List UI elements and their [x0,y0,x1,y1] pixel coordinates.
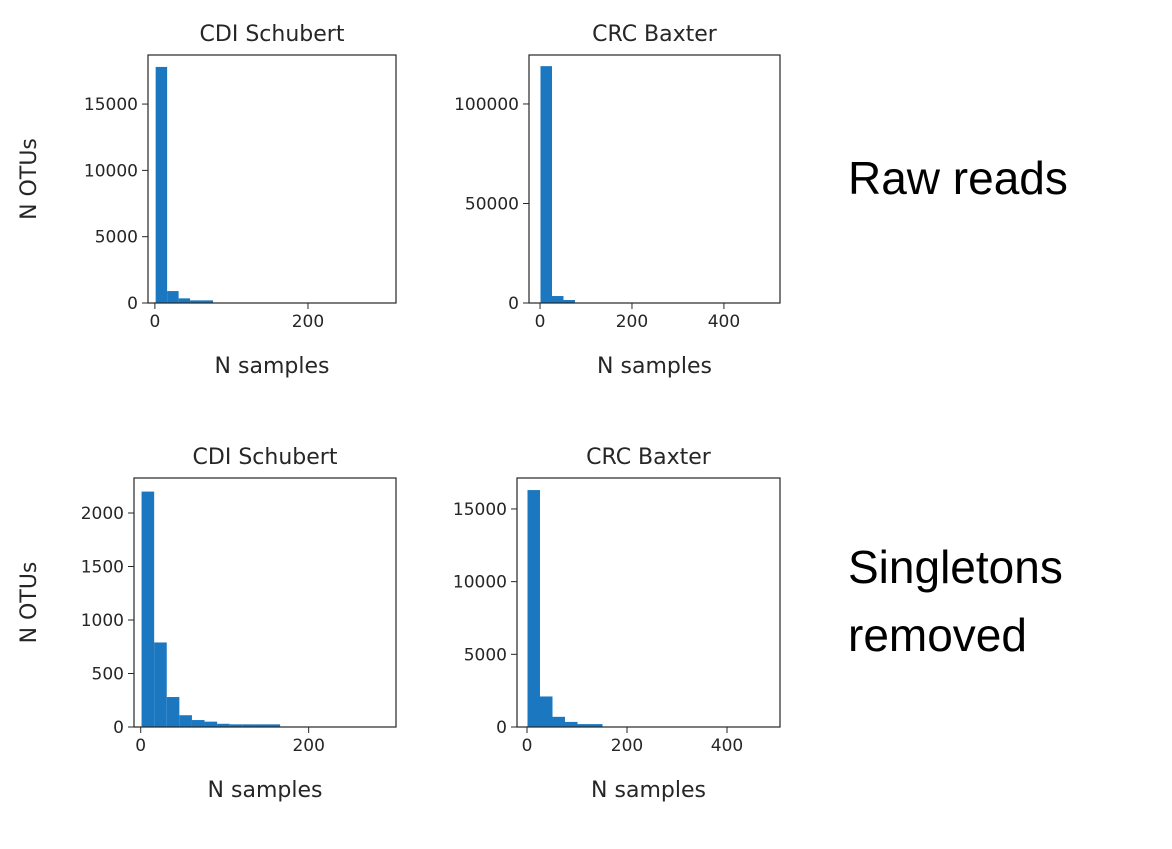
y-tick-label: 5000 [464,645,507,665]
bar [167,291,179,303]
axes-frame [528,54,781,304]
bar [217,723,230,727]
chart-title: CDI Schubert [193,445,338,470]
bar [141,491,155,727]
chart-title: CDI Schubert [200,22,345,47]
bar [154,642,167,727]
y-tick-label: 0 [508,294,519,314]
y-tick-label: 100000 [454,95,519,115]
x-tick-label: 200 [611,736,643,756]
y-tick-label: 5000 [95,228,138,248]
x-tick-label: 0 [149,312,160,332]
axes-frame [133,477,397,728]
x-axis-label: N samples [215,354,330,379]
bar [577,724,590,727]
y-tick-label: 2000 [81,504,124,524]
bar [229,724,243,727]
chart-title: CRC Baxter [586,445,712,470]
row-label: Singletons removed [848,541,1063,661]
y-tick-label: 500 [92,664,124,684]
y-tick-label: 50000 [465,194,519,214]
bar [254,724,268,727]
bar [540,66,552,304]
chart-title: CRC Baxter [592,22,718,47]
axes-frame [147,54,397,304]
y-tick-label: 15000 [453,500,507,520]
x-tick-label: 0 [535,312,546,332]
x-axis-label: N samples [597,354,712,379]
bar [267,724,281,727]
bar [179,715,192,727]
bar [551,296,564,303]
y-tick-label: 1000 [81,611,124,631]
y-tick-label: 0 [496,718,507,738]
bar [191,720,205,727]
y-tick-label: 15000 [84,95,138,115]
x-tick-label: 400 [708,312,740,332]
x-tick-label: 0 [135,736,146,756]
x-tick-label: 200 [292,312,324,332]
row-label: Raw reads [848,152,1068,204]
bar [166,697,180,727]
bar [155,66,168,304]
x-tick-label: 0 [522,736,533,756]
axes-frame [516,477,781,728]
y-axis-label: N OTUs [17,138,42,220]
x-axis-label: N samples [591,778,706,803]
y-axis-label: N OTUs [17,562,42,644]
y-tick-label: 0 [113,718,124,738]
x-tick-label: 400 [711,736,743,756]
bar [563,300,575,303]
bar [204,721,218,727]
bar [552,716,565,727]
bar [590,724,603,727]
x-tick-label: 200 [292,736,324,756]
y-tick-label: 1500 [81,557,124,577]
y-tick-label: 0 [127,294,138,314]
bar [527,490,540,727]
x-axis-label: N samples [208,778,323,803]
y-tick-label: 10000 [84,161,138,181]
bar [201,300,214,303]
bar [178,298,191,303]
bar [565,721,578,727]
bar [190,300,202,303]
bar [540,696,553,727]
bar [242,724,255,727]
x-tick-label: 200 [616,312,648,332]
y-tick-label: 10000 [453,573,507,593]
